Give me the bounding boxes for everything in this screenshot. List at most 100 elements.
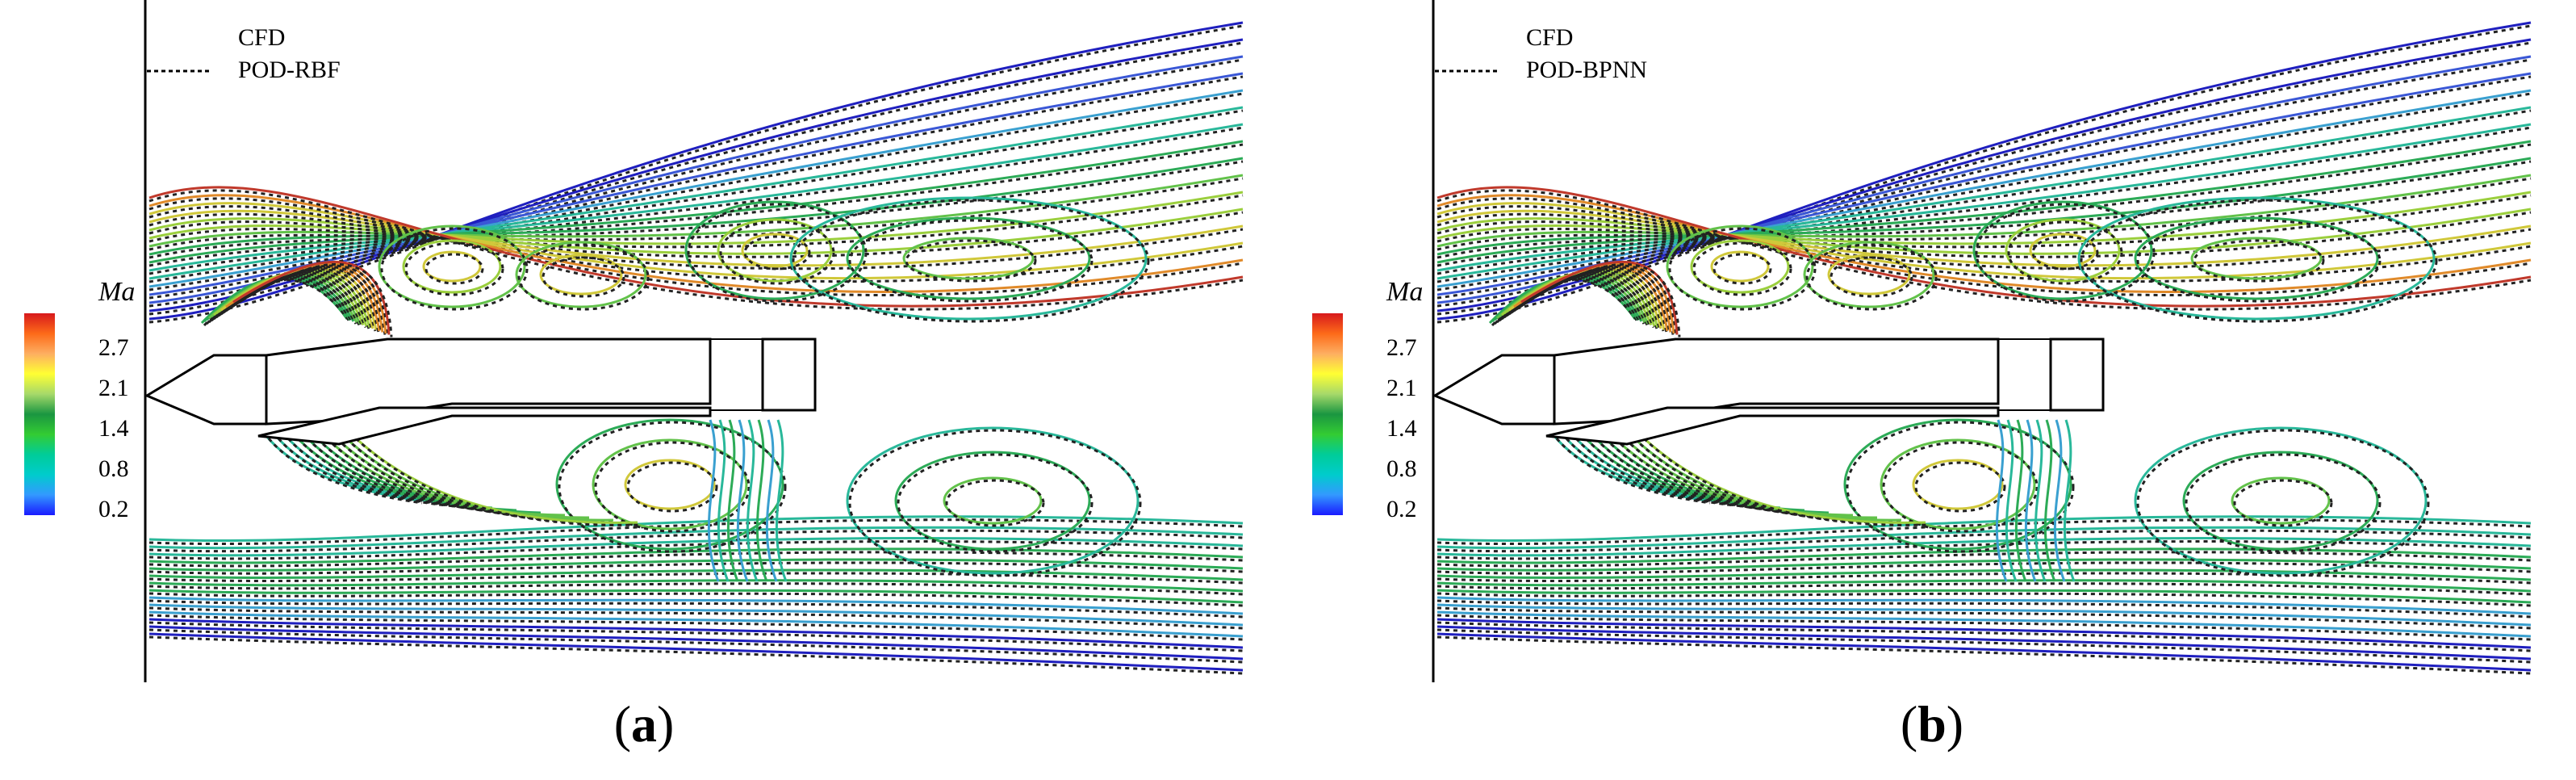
shock-contour: [232, 260, 391, 335]
recirculation-contour-dashed: [1914, 461, 2006, 513]
shock-contour-dashed: [1495, 276, 1646, 325]
colorbar-gradient: [24, 313, 55, 515]
contour-line: [148, 579, 1244, 593]
recirculation-contour: [1972, 200, 2153, 300]
contour-line: [148, 568, 1244, 581]
recirculation-contour-dashed: [594, 441, 751, 533]
colorbar-tick-label: 2.7: [98, 334, 129, 361]
contour-line: [1436, 194, 2532, 294]
recirculation-contour-dashed: [792, 199, 1150, 323]
shock-contour: [1520, 260, 1679, 335]
contour-line: [1436, 568, 2532, 581]
recirculation-contour-dashed: [848, 219, 1094, 303]
recirculation-contour-dashed: [2193, 239, 2325, 283]
contour-line-dashed: [306, 437, 520, 514]
contour-line: [1436, 537, 2532, 557]
recirculation-contour-dashed: [404, 241, 504, 296]
recirculation-contour: [1880, 438, 2036, 530]
recirculation-contour-dashed: [1712, 253, 1772, 285]
recirculation-contour: [902, 237, 1035, 280]
contour-line: [1436, 174, 2532, 248]
contour-line-dashed: [1436, 628, 2532, 664]
recirculation-contour: [1912, 459, 2004, 510]
recirculation-contour-dashed: [1668, 227, 1817, 311]
contour-line-dashed: [1594, 437, 1808, 514]
nozzle-body: [1432, 338, 2105, 446]
contour-line: [707, 419, 720, 582]
recirculation-contour: [1843, 418, 2072, 551]
contour-line-dashed: [148, 24, 1244, 324]
contour-line: [148, 186, 1244, 308]
recirculation-contour: [717, 218, 833, 283]
recirculation-contour-dashed: [897, 453, 1094, 553]
contour-line: [1436, 596, 2532, 615]
contour-line: [1436, 526, 2532, 550]
recirculation-contour-dashed: [1692, 241, 1792, 296]
contour-line-dashed: [1436, 189, 2532, 311]
shock-contour-dashed: [210, 275, 361, 326]
contour-line: [2043, 419, 2056, 582]
recirculation-contour-dashed: [905, 239, 1037, 283]
contour-line-dashed: [286, 437, 471, 510]
contour-line: [1436, 589, 2532, 604]
colorbar-tick-label: 1.4: [1386, 415, 1417, 442]
shock-contour-dashed: [1516, 266, 1671, 334]
colorbar-tick-label: 2.7: [1386, 334, 1417, 361]
contour-line-dashed: [1436, 194, 2532, 249]
contour-line: [1436, 89, 2532, 288]
contour-line-dashed: [354, 437, 641, 526]
contour-line-dashed: [1436, 160, 2532, 259]
contour-line: [755, 419, 768, 582]
recirculation-contour: [1827, 254, 1911, 296]
shock-fan: [1488, 260, 1681, 338]
contour-line: [148, 618, 1244, 649]
caption-letter-a: a: [631, 695, 657, 753]
recirculation-contour-dashed: [687, 203, 868, 303]
recirculation-contour: [2077, 196, 2436, 321]
colorbar-tick-label: 0.8: [98, 455, 129, 482]
recirculation-contour: [2190, 237, 2323, 280]
colorbar-gradient: [1312, 313, 1343, 515]
contour-line: [2053, 419, 2066, 582]
recirculation-contour: [378, 224, 526, 308]
contour-line: [1436, 140, 2532, 264]
recirculation-contour: [846, 426, 1140, 575]
contour-line-dashed: [148, 160, 1244, 259]
contour-line-dashed: [148, 621, 1244, 652]
contour-line: [1436, 625, 2532, 660]
contour-line: [1436, 106, 2532, 280]
recirculation-contour-dashed: [517, 243, 650, 311]
contour-line: [765, 419, 778, 582]
contour-line: [148, 526, 1244, 550]
recirculation-contour-dashed: [380, 227, 529, 311]
recirculation-contour: [789, 196, 1148, 321]
legend-dashed-label: POD-RBF: [238, 57, 341, 83]
contour-line: [342, 434, 614, 522]
contour-line-dashed: [1436, 109, 2532, 283]
contour-line: [1436, 547, 2532, 564]
contour-line-dashed: [1436, 92, 2532, 291]
contour-line-dashed: [148, 628, 1244, 664]
center-block: [761, 338, 817, 412]
contour-line-dashed: [148, 189, 1244, 311]
contour-line: [2024, 419, 2037, 582]
contour-line: [148, 610, 1244, 638]
contour-line: [148, 596, 1244, 615]
upper-duct: [1553, 338, 2000, 426]
legend-cfd-label: CFD: [1526, 24, 1573, 51]
contour-line: [1995, 419, 2008, 582]
recirculation-contour: [2029, 233, 2097, 268]
recirculation-contour: [1666, 224, 1814, 308]
legend: CFD POD-RBF: [147, 24, 341, 83]
flowfield: [1436, 21, 2532, 675]
contour-line: [726, 419, 739, 582]
recirculation-contour: [2231, 476, 2331, 525]
shock-contour-dashed: [232, 264, 390, 337]
contour-line-dashed: [1604, 437, 1832, 517]
contour-line: [1436, 123, 2532, 272]
contour-line-dashed: [148, 109, 1244, 283]
recirculation-contour-dashed: [945, 479, 1045, 527]
colorbar-tick-label: 2.1: [1386, 375, 1417, 401]
contour-line: [148, 191, 1244, 245]
recirculation-contour-dashed: [626, 461, 718, 513]
